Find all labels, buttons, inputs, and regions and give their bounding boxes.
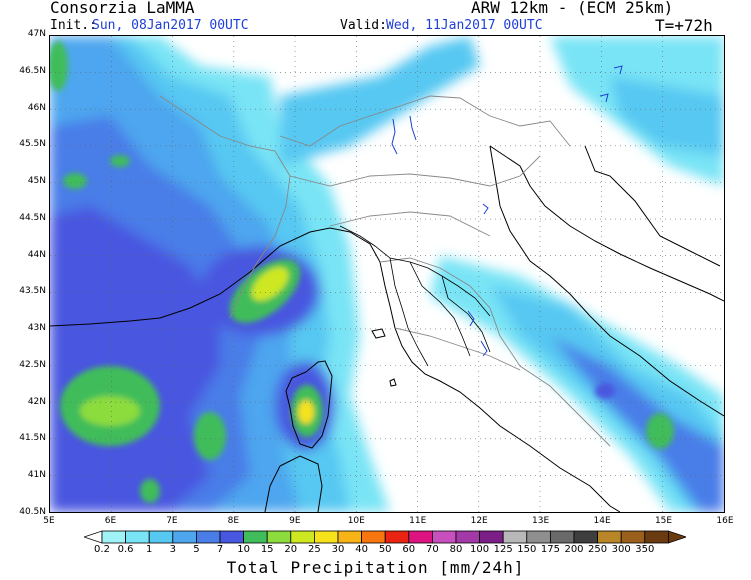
colorbar-label: 7 [216, 544, 224, 555]
colorbar-swatch [455, 530, 480, 544]
producer-title: Consorzia LaMMA [50, 0, 195, 17]
colorbar-swatch [644, 530, 669, 544]
latitude-label: 43.5N [19, 286, 46, 297]
colorbar-swatch [243, 530, 268, 544]
latitude-label: 46.5N [19, 65, 46, 76]
colorbar-swatch [573, 530, 598, 544]
colorbar-label: 70 [426, 544, 439, 555]
colorbar-label: 20 [284, 544, 298, 555]
longitude-label: 5E [43, 516, 55, 526]
longitude-label: 7E [166, 516, 178, 526]
colorbar-swatch [219, 530, 244, 544]
colorbar-swatch [384, 530, 410, 544]
colorbar-label: 150 [517, 544, 537, 555]
colorbar-swatch [479, 530, 504, 544]
init-value: Sun, 08Jan2017 00UTC [92, 18, 249, 33]
precipitation-map [49, 35, 725, 513]
colorbar-swatch [172, 530, 197, 544]
colorbar-swatch [502, 530, 528, 544]
colorbar-label: 5 [193, 544, 200, 555]
latitude-label: 46N [27, 102, 46, 113]
colorbar-swatch [266, 530, 292, 544]
latitude-label: 45N [27, 176, 46, 187]
colorbar-swatch [549, 530, 575, 544]
colorbar-label: 350 [635, 544, 655, 555]
colorbar-label: 100 [470, 544, 490, 555]
colorbar-swatch [526, 530, 551, 544]
colorbar-label: 1 [146, 544, 153, 555]
latitude-label: 42.5N [19, 359, 46, 370]
colorbar-title: Total Precipitation [mm/24h] [226, 558, 525, 577]
colorbar-swatch [361, 530, 386, 544]
colorbar-swatch [620, 530, 646, 544]
latitude-label: 43N [27, 323, 46, 334]
colorbar-label: 0.2 [94, 544, 110, 555]
colorbar-label: 3 [169, 544, 176, 555]
colorbar-swatch [290, 530, 315, 544]
init-label: Init.: [50, 18, 97, 33]
longitude-label: 9E [289, 516, 301, 526]
colorbar-swatch [337, 530, 362, 544]
colorbar-left-arrow [84, 530, 103, 544]
valid-label: Valid: [340, 18, 387, 33]
precipitation-field [50, 36, 724, 512]
latitude-label: 41N [27, 470, 46, 481]
longitude-label: 16E [716, 516, 734, 526]
longitude-label: 11E [409, 516, 427, 526]
longitude-label: 8E [227, 516, 240, 526]
forecast-step: T=+72h [655, 16, 713, 35]
longitude-label: 6E [104, 516, 117, 526]
model-title: ARW 12km - (ECM 25km) [471, 0, 674, 17]
colorbar-label: 0.6 [117, 544, 134, 555]
valid-value: Wed, 11Jan2017 00UTC [386, 18, 543, 33]
colorbar-label: 175 [540, 544, 560, 555]
colorbar-swatch [195, 530, 221, 544]
colorbar-label: 15 [260, 544, 274, 555]
latitude-label: 40.5N [19, 507, 46, 517]
longitude-label: 13E [532, 516, 550, 526]
longitude-label: 10E [347, 516, 365, 526]
longitude-label: 12E [470, 516, 488, 526]
latitude-label: 41.5N [19, 433, 46, 444]
colorbar-label: 125 [493, 544, 513, 555]
colorbar-label: 40 [355, 544, 368, 555]
latitude-label: 44.5N [19, 212, 46, 223]
colorbar-swatch [313, 530, 339, 544]
colorbar-label: 50 [378, 544, 392, 555]
colorbar-swatch [431, 530, 457, 544]
colorbar-swatch [101, 530, 126, 544]
colorbar-swatch [125, 530, 150, 544]
colorbar-label: 30 [331, 544, 345, 555]
latitude-label: 45.5N [19, 139, 46, 150]
colorbar-swatch [597, 530, 622, 544]
colorbar-swatch [148, 530, 174, 544]
colorbar-label: 10 [237, 544, 250, 555]
latitude-label: 47N [27, 29, 46, 39]
colorbar-label: 25 [308, 544, 321, 555]
longitude-label: 15E [654, 516, 673, 526]
longitude-label: 14E [593, 516, 611, 526]
colorbar-label: 300 [611, 544, 631, 555]
coastline [50, 145, 724, 512]
colorbar-label: 200 [564, 544, 584, 555]
colorbar-label: 80 [449, 544, 463, 555]
colorbar [84, 530, 687, 544]
colorbar-swatch [408, 530, 433, 544]
colorbar-label: 250 [588, 544, 608, 555]
latitude-label: 44N [27, 249, 46, 260]
latitude-label: 42N [27, 396, 46, 407]
colorbar-right-arrow [667, 530, 687, 544]
colorbar-label: 60 [402, 544, 416, 555]
